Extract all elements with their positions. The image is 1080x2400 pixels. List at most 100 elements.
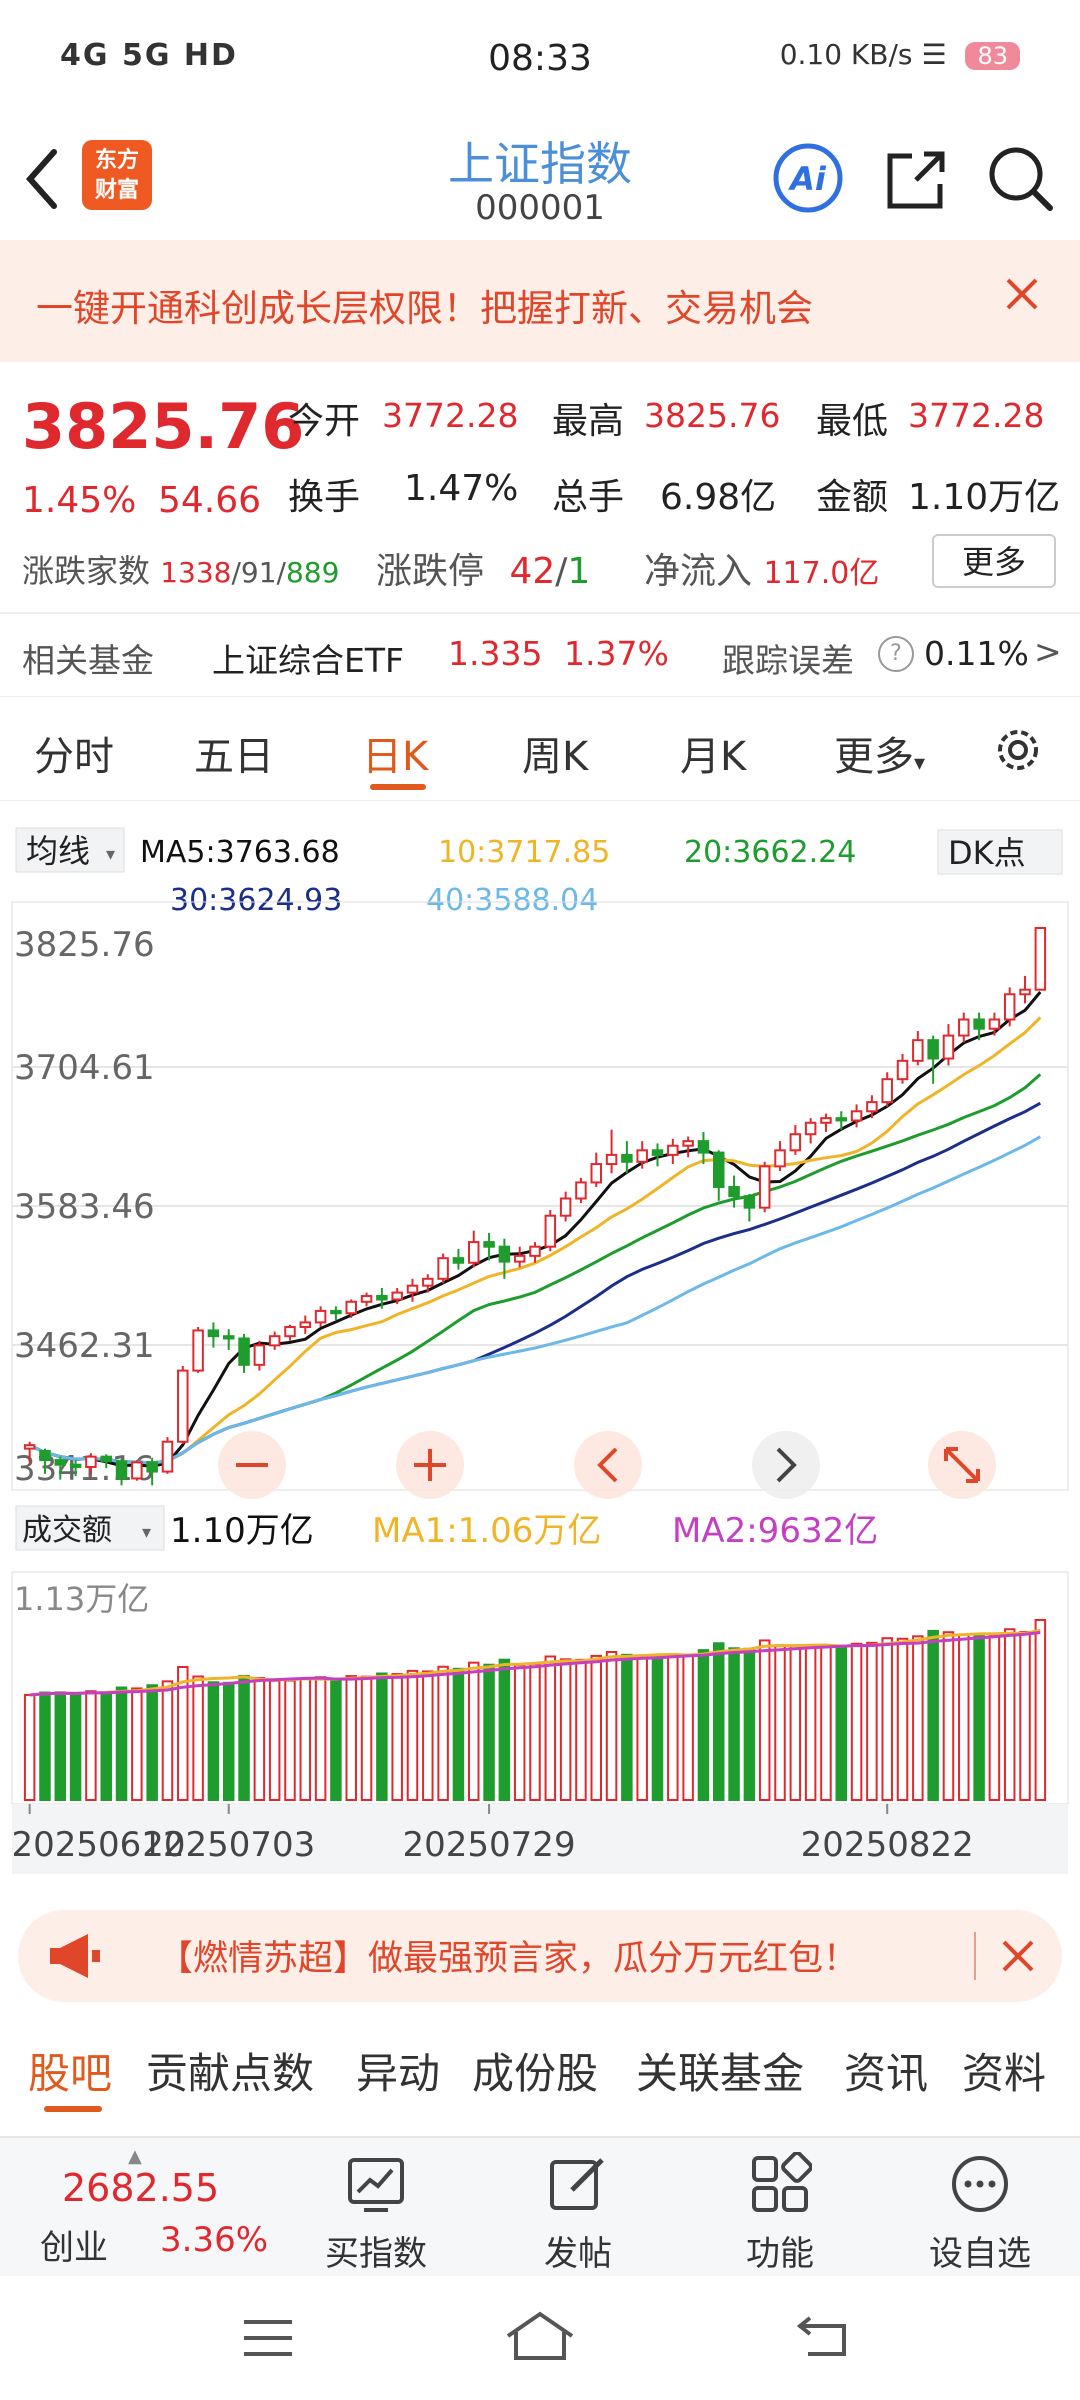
back-arrow-icon[interactable] bbox=[22, 144, 62, 214]
track-label: 跟踪误差 bbox=[722, 641, 854, 680]
volume-label: 总手 bbox=[552, 477, 625, 518]
ma5-value: MA5:3763.68 bbox=[140, 835, 340, 870]
candle-body bbox=[452, 1257, 465, 1264]
volume-selector-label: 成交额 bbox=[22, 1513, 112, 1548]
candle-body bbox=[728, 1186, 740, 1198]
ai-assistant-icon[interactable]: Ai bbox=[772, 142, 844, 214]
buy-index-button[interactable]: 买指数 bbox=[325, 2234, 427, 2274]
volume-bar bbox=[299, 1677, 312, 1802]
tab-underline bbox=[370, 784, 426, 790]
candle-body bbox=[804, 1121, 817, 1136]
more-dots-icon[interactable] bbox=[948, 2152, 1012, 2216]
apps-icon[interactable] bbox=[748, 2152, 812, 2216]
search-icon[interactable] bbox=[986, 144, 1056, 214]
tab-news[interactable]: 资讯 bbox=[844, 2049, 929, 2098]
close-icon[interactable] bbox=[990, 1928, 1046, 1984]
volume-value: 1.10万亿 bbox=[170, 1511, 314, 1551]
volume-ma-lines bbox=[29, 1628, 1041, 1697]
candle-body bbox=[544, 1214, 557, 1248]
candle-body bbox=[835, 1117, 848, 1122]
low-value: 3772.28 bbox=[908, 396, 1045, 435]
candle-body bbox=[942, 1034, 955, 1060]
tab-contribution[interactable]: 贡献点数 bbox=[146, 2049, 315, 2098]
banner-text[interactable]: 一键开通科创成长层权限！把握打新、交易机会 bbox=[36, 287, 813, 330]
price-tick-label: 3583.46 bbox=[14, 1187, 155, 1227]
open-value: 3772.28 bbox=[382, 396, 519, 435]
volume-bar bbox=[376, 1672, 388, 1802]
chevron-left-icon bbox=[597, 1447, 618, 1483]
volume-bar bbox=[85, 1690, 97, 1802]
candle-body bbox=[513, 1254, 526, 1263]
tab-anomaly[interactable]: 异动 bbox=[356, 2049, 441, 2098]
back-icon[interactable] bbox=[796, 2312, 852, 2360]
menu-icon[interactable] bbox=[240, 2316, 296, 2360]
volume-bar bbox=[529, 1663, 541, 1801]
tab-monthly-k[interactable]: 月K bbox=[680, 734, 747, 780]
related-index-ticker[interactable]: ▲ 2682.55 创业 3.36% bbox=[0, 2138, 290, 2278]
dk-button[interactable] bbox=[937, 829, 1063, 875]
add-watchlist-button[interactable]: 设自选 bbox=[929, 2234, 1031, 2274]
candle-body bbox=[575, 1181, 587, 1200]
logo-line1: 东方 bbox=[94, 148, 139, 173]
ma30-value: 30:3624.93 bbox=[170, 883, 342, 918]
pan-left-button[interactable] bbox=[574, 1431, 642, 1499]
wifi-icon: ☰ bbox=[921, 38, 947, 71]
candle-body bbox=[483, 1241, 495, 1248]
close-icon[interactable] bbox=[990, 262, 1054, 326]
post-button[interactable]: 发帖 bbox=[544, 2234, 612, 2274]
separator bbox=[974, 1932, 976, 1980]
tab-more[interactable]: 更多▾ bbox=[834, 724, 925, 782]
pan-right-button[interactable] bbox=[752, 1431, 820, 1499]
fund-label: 相关基金 bbox=[22, 641, 154, 680]
candle-body bbox=[360, 1295, 373, 1303]
ma10-value: 10:3717.85 bbox=[438, 835, 610, 870]
breadth-label: 涨跌家数 bbox=[22, 552, 151, 590]
tab-profile[interactable]: 资料 bbox=[962, 2049, 1047, 2098]
candle-body bbox=[713, 1151, 725, 1189]
volume-bar bbox=[131, 1687, 143, 1801]
tab-five-day[interactable]: 五日 bbox=[194, 734, 274, 780]
related-fund-row[interactable]: 相关基金 上证综合ETF 1.335 1.37% 跟踪误差 ? 0.11% > bbox=[22, 630, 1062, 680]
volume-bar bbox=[452, 1667, 465, 1802]
volume-selector[interactable] bbox=[15, 1505, 165, 1551]
ma40-line bbox=[29, 1135, 1042, 1465]
volume-bar bbox=[467, 1661, 480, 1802]
volume-bar bbox=[1019, 1631, 1031, 1801]
edit-icon[interactable] bbox=[546, 2152, 610, 2216]
volume-bar bbox=[973, 1633, 985, 1801]
tab-related-funds[interactable]: 关联基金 bbox=[636, 2049, 805, 2098]
tab-forum[interactable]: 股吧 bbox=[28, 2049, 113, 2098]
candle-body bbox=[958, 1018, 970, 1037]
candle-body bbox=[376, 1295, 388, 1301]
fund-name[interactable]: 上证综合ETF bbox=[212, 641, 404, 680]
home-icon[interactable] bbox=[504, 2310, 576, 2362]
candle-body bbox=[988, 1018, 1001, 1030]
stock-code: 000001 bbox=[475, 188, 605, 228]
volume-bar bbox=[330, 1677, 342, 1801]
tab-constituents[interactable]: 成份股 bbox=[472, 2049, 599, 2098]
chevron-right-icon[interactable]: > bbox=[1034, 632, 1062, 671]
candle-body bbox=[973, 1018, 985, 1030]
promo-text[interactable]: 【燃情苏超】做最强预言家，瓜分万元红包！ bbox=[158, 1939, 859, 1979]
ma-selector[interactable] bbox=[15, 827, 125, 873]
k-line-chart[interactable]: 均线 ▾ MA5:3763.68 10:3717.85 20:3662.24 3… bbox=[0, 820, 1080, 1900]
more-button[interactable]: 更多 bbox=[932, 534, 1056, 588]
volume-bar bbox=[912, 1635, 924, 1801]
volume-bar bbox=[636, 1654, 648, 1801]
ticker-name: 创业 bbox=[40, 2228, 108, 2268]
permission-banner[interactable]: 一键开通科创成长层权限！把握打新、交易机会 bbox=[0, 240, 1080, 362]
chart-trend-icon[interactable] bbox=[344, 2152, 408, 2216]
promo-banner[interactable]: 【燃情苏超】做最强预言家，瓜分万元红包！ bbox=[18, 1910, 1062, 2002]
gear-icon[interactable] bbox=[990, 722, 1046, 778]
tab-weekly-k[interactable]: 周K bbox=[522, 734, 589, 780]
help-icon[interactable]: ? bbox=[878, 636, 914, 672]
share-icon[interactable] bbox=[882, 144, 952, 214]
tab-intraday[interactable]: 分时 bbox=[34, 734, 114, 780]
date-tick-label: 20250822 bbox=[801, 1825, 974, 1865]
tab-daily-k[interactable]: 日K bbox=[362, 734, 429, 780]
caret-down-icon: ▾ bbox=[106, 844, 115, 865]
volume-bar bbox=[192, 1675, 204, 1801]
plus-icon bbox=[414, 1449, 446, 1481]
function-button[interactable]: 功能 bbox=[746, 2234, 814, 2274]
